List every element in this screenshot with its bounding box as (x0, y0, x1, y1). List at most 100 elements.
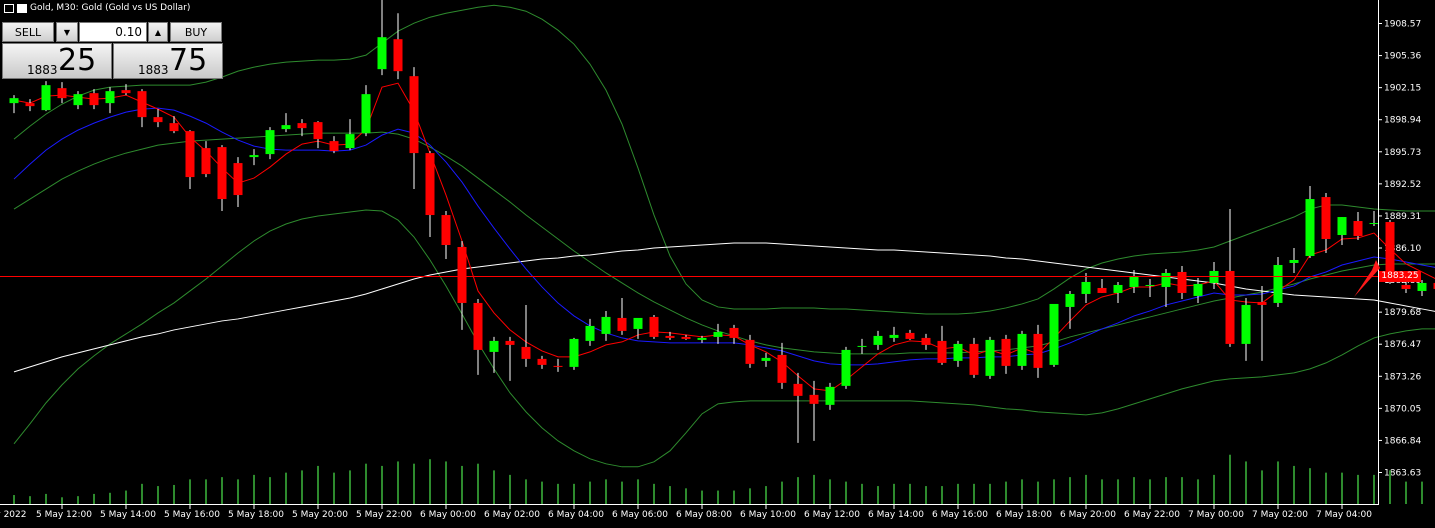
candle-body (921, 337, 931, 345)
candle-body (1417, 282, 1427, 291)
candle (441, 211, 451, 259)
candle-body (953, 343, 963, 361)
candle (857, 338, 867, 354)
candle-body (121, 90, 131, 94)
candle (281, 113, 291, 133)
candle-body (313, 122, 323, 140)
sell-price-small: 1883 (27, 63, 58, 77)
candle (537, 355, 547, 369)
lot-increase-button[interactable]: ▲ (148, 22, 168, 42)
candle-body (1385, 222, 1395, 280)
candle-body (553, 365, 563, 367)
candle (1289, 248, 1299, 273)
current-price-tag: 1883.25 (1379, 271, 1421, 282)
candle-body (649, 316, 659, 337)
candle (697, 335, 707, 343)
y-tick-label: 1879.68 (1384, 308, 1421, 318)
candle-body (281, 125, 291, 130)
candle-body (601, 316, 611, 334)
candle-body (585, 325, 595, 341)
candle-body (729, 327, 739, 338)
candle (153, 109, 163, 128)
candle (505, 336, 515, 381)
candle-body (297, 123, 307, 129)
candle (329, 136, 339, 154)
candle (1161, 268, 1171, 307)
candle-body (1369, 223, 1379, 225)
x-tick-label: 7 May 04:00 (1316, 510, 1372, 520)
candle-body (1017, 333, 1027, 366)
candle (1001, 334, 1011, 374)
candle (745, 334, 755, 368)
candle (905, 329, 915, 340)
x-tick-label: 7 May 02:00 (1252, 510, 1308, 520)
candle (921, 333, 931, 350)
candle-body (265, 130, 275, 155)
candle-body (393, 39, 403, 72)
candle-body (409, 76, 419, 154)
candle-body (713, 331, 723, 337)
candle-body (633, 317, 643, 329)
candle (601, 310, 611, 341)
candle-body (377, 37, 387, 70)
candle (73, 91, 83, 110)
buy-button[interactable]: BUY (170, 22, 222, 42)
x-tick-label: 6 May 04:00 (548, 510, 604, 520)
y-tick-label: 1898.94 (1384, 116, 1421, 126)
candle-body (905, 332, 915, 339)
candle-body (345, 134, 355, 149)
candle-body (745, 339, 755, 364)
sell-quote[interactable]: 1883 25 (2, 43, 112, 79)
sell-button[interactable]: SELL (2, 22, 54, 42)
candle-body (665, 335, 675, 338)
candle (185, 130, 195, 190)
candle (9, 95, 19, 114)
candle (937, 325, 947, 365)
y-tick-label: 1895.73 (1384, 148, 1421, 158)
buy-quote[interactable]: 1883 75 (113, 43, 223, 79)
buy-price-small: 1883 (138, 63, 169, 77)
ma-slow-line (13, 242, 1435, 373)
candle-body (569, 338, 579, 367)
y-tick-label: 1889.31 (1384, 212, 1421, 222)
candle-body (697, 337, 707, 340)
candle (25, 99, 35, 112)
candle (313, 121, 323, 149)
bollinger-lower-line (13, 209, 1435, 468)
x-tick-label: 5 May 16:00 (164, 510, 220, 520)
candle-body (617, 317, 627, 331)
candle (41, 81, 51, 112)
candle-body (1273, 264, 1283, 303)
x-tick-label: 6 May 14:00 (868, 510, 924, 520)
candle-body (41, 85, 51, 111)
lot-size-input[interactable]: 0.10 (79, 22, 147, 42)
candle-body (1353, 221, 1363, 237)
candle-body (521, 346, 531, 359)
candle-body (1337, 217, 1347, 236)
candle-body (457, 247, 467, 303)
lot-decrease-button[interactable]: ▼ (56, 22, 78, 42)
x-tick-label: 6 May 12:00 (804, 510, 860, 520)
candle (1225, 209, 1235, 347)
candle-body (361, 94, 371, 134)
candle-body (937, 340, 947, 363)
candle (649, 314, 659, 339)
window-title: Gold, M30: Gold (Gold vs US Dollar) (4, 3, 190, 13)
candle (1129, 269, 1139, 293)
candle (489, 336, 499, 373)
candle (345, 119, 355, 151)
candle (777, 342, 787, 389)
y-axis: 1908.57 1905.36 1902.15 1898.94 1895.73 1892.… (1378, 20, 1421, 479)
candle-body (185, 131, 195, 178)
candle-body (489, 340, 499, 352)
candle-body (1257, 301, 1267, 305)
candle-body (825, 386, 835, 405)
candle-body (681, 336, 691, 339)
candle-body (1225, 270, 1235, 344)
x-axis: 5 May 2022 5 May 12:00 5 May 14:00 5 May 16… (0, 504, 1372, 520)
bollinger-upper-line (13, 4, 1435, 315)
x-tick-label: 6 May 20:00 (1060, 510, 1116, 520)
candle-body (73, 94, 83, 106)
candle (633, 317, 643, 339)
